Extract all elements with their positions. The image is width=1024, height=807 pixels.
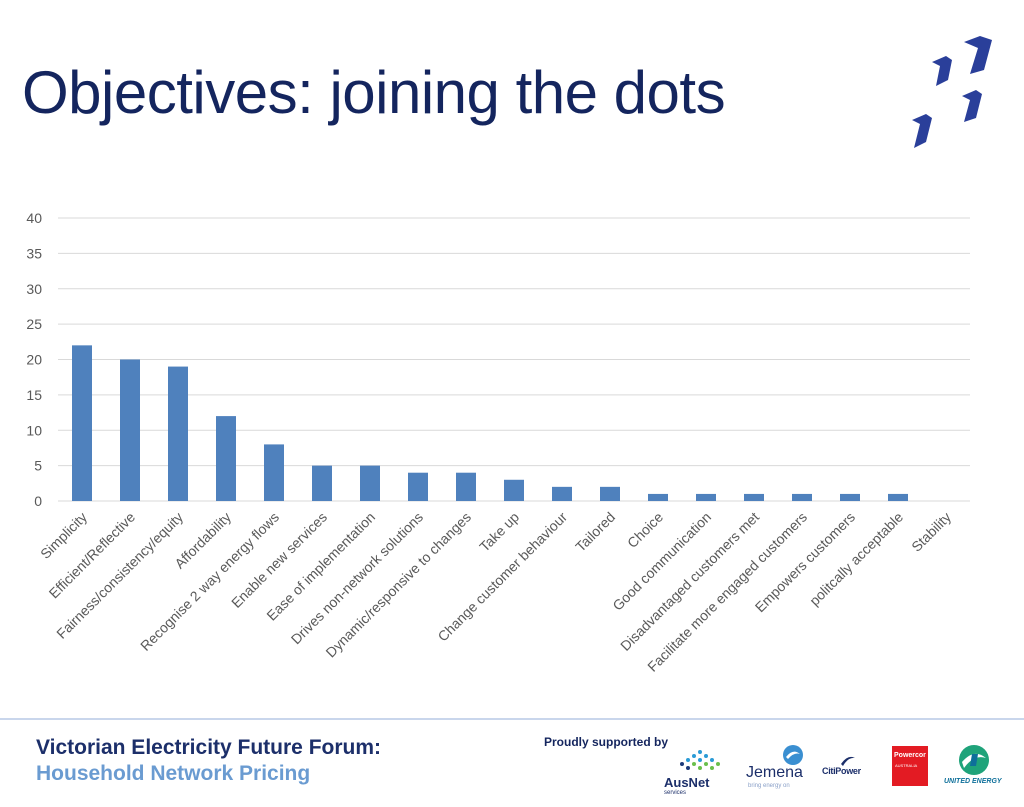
x-tick-label: Choice (624, 509, 666, 551)
bar (840, 493, 860, 501)
united-energy-globe-icon (959, 745, 989, 775)
y-tick-label: 10 (26, 422, 42, 438)
x-tick-label: Tailored (572, 509, 618, 555)
powercor-sub: AUSTRALIA (895, 763, 918, 768)
jemena-sub: bring energy on (748, 783, 790, 789)
supported-by-label: Proudly supported by (544, 735, 669, 749)
bar (408, 472, 428, 501)
citipower-swoosh-icon (841, 756, 855, 766)
bar (216, 416, 236, 501)
forum-title: Victorian Electricity Future Forum: (36, 736, 382, 759)
bar (72, 345, 92, 501)
y-tick-label: 5 (34, 458, 42, 474)
bar (888, 493, 908, 501)
bar (552, 486, 572, 501)
y-tick-label: 25 (26, 316, 42, 332)
ausnet-dots-icon (680, 750, 720, 770)
bar (168, 366, 188, 501)
bar (120, 359, 140, 501)
y-tick-label: 20 (26, 352, 42, 368)
ausnet-logo: AusNet services (660, 748, 730, 796)
united-energy-logo: UNITED ENERGY (944, 744, 1004, 790)
x-tick-label: Efficient/Reflective (46, 509, 139, 602)
jemena-swirl-icon (783, 745, 803, 765)
page-title: Objectives: joining the dots (22, 59, 726, 126)
citipower-name: CitiPower (822, 766, 861, 776)
jemena-name: Jemena (746, 764, 803, 781)
bar (360, 465, 380, 501)
y-tick-label: 30 (26, 281, 42, 297)
bar (696, 493, 716, 501)
bar (264, 444, 284, 501)
footer-divider (0, 718, 1024, 720)
bar (504, 479, 524, 501)
ausnet-sub: services (664, 790, 687, 796)
united-energy-name: UNITED ENERGY (944, 778, 1002, 785)
ausnet-name: AusNet (664, 775, 710, 790)
citipower-logo: CitiPower (822, 754, 878, 784)
jemena-logo: Jemena bring energy on (746, 744, 806, 792)
bar (600, 486, 620, 501)
x-tick-label: Stability (908, 509, 954, 555)
y-tick-label: 15 (26, 387, 42, 403)
y-tick-label: 0 (34, 493, 42, 509)
x-tick-label: politcally acceptable (806, 509, 906, 609)
y-tick-label: 40 (26, 210, 42, 226)
y-tick-label: 35 (26, 245, 42, 261)
x-tick-label: Take up (476, 509, 522, 555)
bar (744, 493, 764, 501)
powercor-name: Powercor (894, 752, 926, 759)
bar (312, 465, 332, 501)
bar (456, 472, 476, 501)
forum-logo-icon (912, 36, 992, 148)
bar (648, 493, 668, 501)
bar (792, 493, 812, 501)
forum-subtitle: Household Network Pricing (36, 762, 311, 785)
powercor-logo: Powercor AUSTRALIA (892, 746, 928, 786)
